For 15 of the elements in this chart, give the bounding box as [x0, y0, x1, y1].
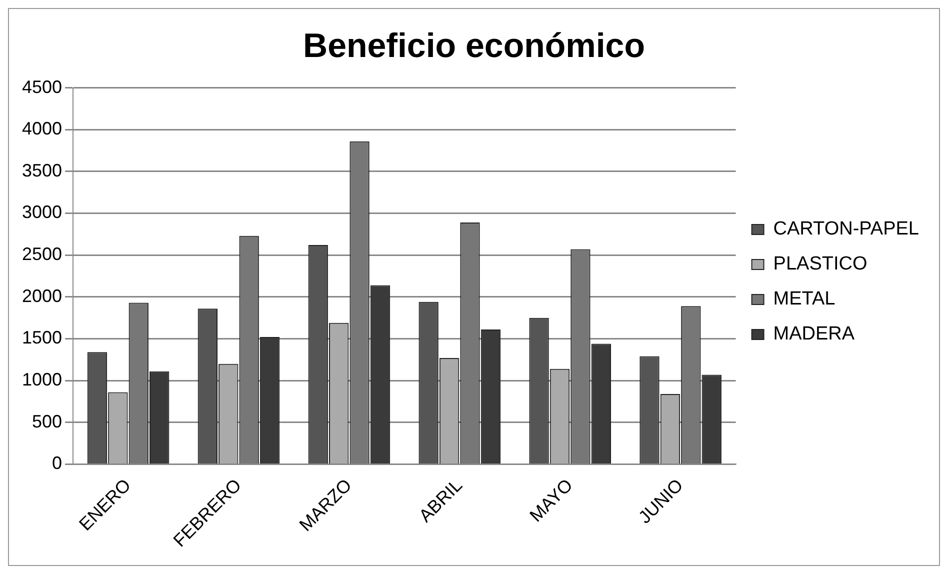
y-tick-label: 1000: [22, 370, 62, 390]
legend-label: METAL: [773, 288, 836, 310]
y-tick-label: 2000: [22, 286, 62, 306]
y-tick-label: 1500: [22, 328, 62, 348]
y-tick-label: 3000: [22, 202, 62, 222]
legend-label: MADERA: [773, 324, 855, 345]
legend-label: PLASTICO: [773, 254, 868, 275]
legend-label: CARTON-PAPEL: [773, 218, 920, 240]
chart-title: Beneficio económico: [303, 26, 645, 65]
y-tick-label: 500: [32, 411, 62, 432]
y-tick-label: 4000: [22, 118, 62, 139]
y-tick-label: 2500: [22, 244, 62, 264]
y-tick-label: 3500: [22, 160, 62, 180]
y-tick-label: 0: [52, 453, 62, 474]
y-tick-label: 4500: [22, 76, 62, 97]
